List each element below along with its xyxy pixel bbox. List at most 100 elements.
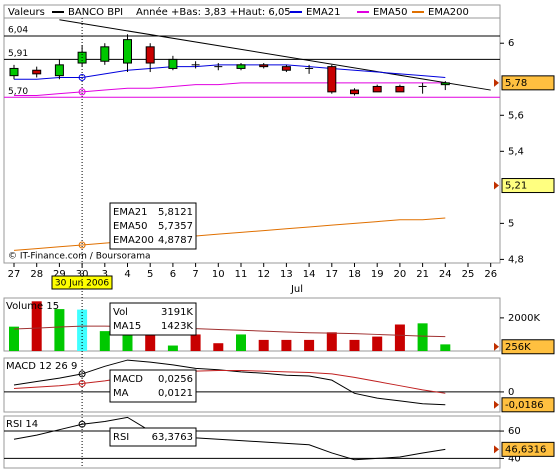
cursor-marker [78,73,86,81]
x-tick-label: 27 [8,269,21,280]
candle-body [168,58,178,69]
volume-bar [349,339,360,351]
info-value: 3191K [161,307,193,318]
level-label: 5,91 [8,49,28,59]
x-tick-label: 21 [416,269,429,280]
legend-label: EMA200 [428,7,469,18]
price-tag-label: 5,78 [505,78,527,89]
volume-bar [167,345,178,351]
volume-bar [258,339,269,351]
tag-arrow [494,181,499,190]
info-value: 63,3763 [152,432,193,443]
volume-bar [326,332,337,351]
candle-body [32,69,42,75]
y-tick-label: 6 [508,38,514,49]
indicator-line [13,369,446,394]
info-value: 4,8787 [158,235,193,246]
y-tick-label: 5,4 [508,146,524,157]
x-tick-label: 10 [212,269,225,280]
cursor-marker [78,370,86,378]
x-tick-label: 17 [325,269,338,280]
candle-body [440,82,450,86]
cursor-date: 30 Jun 2006 [55,279,109,289]
x-tick-label: 14 [303,269,316,280]
info-name: MA15 [113,321,141,332]
volume-bar [54,309,65,351]
ema-line [13,217,446,251]
info-value: 1423K [161,321,193,332]
info-name: EMA50 [113,221,148,232]
ema-line [14,64,446,80]
info-value: 0,0256 [158,374,193,385]
panel-frame [3,297,501,352]
y-tick-label: 5,6 [508,110,524,121]
volume-bar [31,301,42,351]
y-tick-label: 60 [508,426,521,437]
volume-bar [394,324,405,351]
price-tag-label: 256K [505,342,531,353]
volume-bar [190,334,201,351]
x-tick-label: 4 [124,269,130,280]
volume-bar [99,331,110,351]
candle-body [100,46,110,62]
volume-bar [145,328,156,351]
x-tick-label: 3 [102,269,108,280]
candle-body [145,46,155,64]
month-label: Jul [290,284,303,295]
legend-label: EMA50 [373,7,408,18]
x-tick-label: 19 [371,269,384,280]
info-value: 0,0121 [158,388,193,399]
panel-frame [3,4,501,264]
info-name: RSI [113,432,129,443]
trendline [59,19,491,91]
candle-body [259,64,269,68]
info-name: MA [113,388,129,399]
y-tick-label: 2000K [508,313,540,324]
legend-label: EMA21 [306,7,341,18]
price-tag-label: 5,21 [505,181,527,192]
tag-arrow [494,78,499,87]
info-value: 5,8121 [158,207,193,218]
y-tick-label: 40 [508,453,521,464]
x-tick-label: 12 [257,269,270,280]
legend-range: Année +Bas: 3,83 +Haut: 6,05 [136,6,291,18]
candle-body [350,89,359,95]
indicator-line [13,416,446,461]
volume-bar [440,344,451,351]
cursor-marker [78,241,86,249]
candle-body [236,64,246,69]
x-tick-label: 6 [170,269,176,280]
volume-bar [281,339,292,351]
x-tick-label: 28 [30,269,43,280]
x-tick-label: 29 [53,269,66,280]
x-tick-label: 25 [462,269,475,280]
candle-body [372,85,382,93]
volume-bar [9,326,19,351]
cursor-marker [78,380,86,388]
candle-body [327,66,337,93]
cursor-marker [78,420,86,428]
level-label: 5,70 [8,87,28,97]
candle-body [123,39,132,64]
ema-line [14,82,446,96]
tag-arrow [494,445,499,454]
x-tick-label: 11 [235,269,248,280]
volume-bar [236,334,246,351]
volume-bar [213,343,224,351]
info-box [109,202,197,250]
tag-arrow [494,342,499,351]
volume-bar [372,336,383,351]
x-tick-label: 30 [76,269,89,280]
y-tick-label: 5 [508,218,514,229]
level-label: 6,04 [8,26,28,36]
tag-arrow [494,400,499,409]
x-tick-label: 24 [439,269,452,280]
panel-title: Volume 15 [6,301,59,312]
panel-title: RSI 14 [6,419,38,430]
info-name: Vol [113,307,128,318]
info-name: MACD [113,374,143,385]
x-tick-label: 13 [280,269,293,280]
candle-body [281,66,291,71]
legend-title: Valeurs [8,7,45,18]
